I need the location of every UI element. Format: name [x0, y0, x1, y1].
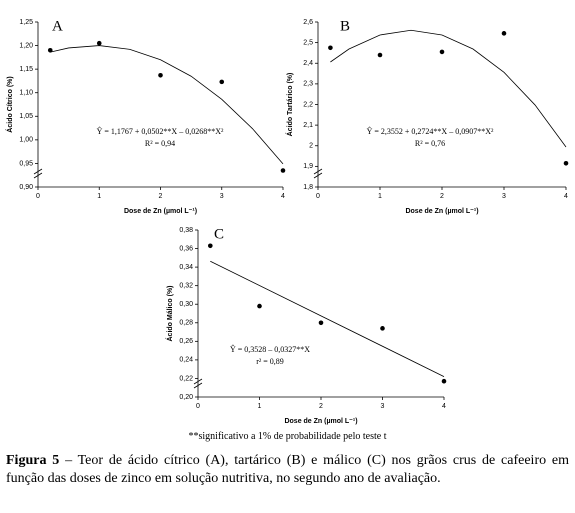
y-tick-label: 1,8 [303, 184, 313, 191]
panel-letter: C [214, 226, 224, 242]
y-tick-label: 1,15 [19, 66, 33, 73]
y-tick-label: 0,22 [179, 375, 193, 382]
axis-break [313, 168, 323, 179]
x-tick-label: 4 [281, 193, 285, 200]
y-tick-label: 1,9 [303, 163, 313, 170]
y-axis-label: Ácido Málico (%) [165, 285, 174, 341]
data-point [380, 326, 385, 331]
data-point [439, 49, 445, 55]
data-point [219, 79, 225, 85]
equation: Ŷ = 0,3528 – 0,0327**X [230, 344, 310, 354]
y-tick-label: 2,3 [303, 81, 313, 88]
data-point [96, 40, 102, 46]
x-axis-label: Dose de Zn (µmol L⁻¹) [405, 208, 478, 215]
axis-break [33, 168, 43, 179]
footnote: **significativo a 1% de probabilidade pe… [188, 431, 387, 442]
x-tick-label: 2 [319, 403, 323, 410]
x-axis-label: Dose de Zn (µmol L⁻¹) [284, 418, 357, 425]
y-tick-label: 2,5 [303, 39, 313, 46]
y-tick-label: 0,32 [179, 283, 193, 290]
figure: 0,90 0,95 1,00 1,05 1,10 1,15 1,20 1,25 0 1 2 3 4 Dos… [5, 18, 569, 425]
data-point [377, 52, 383, 58]
x-tick-label: 4 [442, 403, 446, 410]
y-tick-label: 1,10 [19, 90, 33, 97]
x-tick-label: 3 [381, 403, 385, 410]
y-tick-label: 1,00 [19, 137, 33, 144]
y-tick-label: 1,20 [19, 42, 33, 49]
r-squared: r² = 0,89 [256, 357, 284, 366]
y-tick-label: 0,90 [19, 184, 33, 191]
y-tick-label: 0,34 [179, 264, 193, 271]
data-point [318, 320, 324, 326]
x-tick-label: 2 [159, 193, 163, 200]
y-tick-label: 2,2 [303, 101, 313, 108]
data-point [441, 378, 447, 384]
equation: Ŷ = 1,1767 + 0,0502**X – 0,0268**X² [97, 126, 224, 136]
x-tick-label: 2 [440, 193, 444, 200]
caption-text: – Teor de ácido cítrico (A), tartárico (… [6, 453, 570, 486]
y-tick-label: 0,38 [179, 227, 193, 234]
data-point [280, 168, 286, 173]
data-point [47, 47, 53, 53]
x-tick-label: 0 [316, 193, 320, 200]
fit-curve [330, 29, 567, 148]
data-point [328, 45, 333, 51]
y-tick-label: 0,28 [179, 320, 193, 327]
equation: Ŷ = 2,3552 + 0,2724**X – 0,0907**X² [367, 126, 494, 136]
panel-letter: A [52, 18, 63, 34]
data-point [208, 243, 213, 249]
y-tick-label: 0,36 [179, 245, 193, 252]
data-point [501, 31, 507, 36]
data-point [563, 160, 569, 166]
r-squared: R² = 0,94 [145, 139, 175, 148]
y-tick-label: 0,26 [179, 338, 193, 345]
caption-label: Figura 5 [6, 453, 60, 468]
y-tick-label: 2,1 [303, 122, 313, 129]
y-axis-label: Ácido Tartárico (%) [285, 73, 294, 137]
y-tick-label: 2,4 [303, 60, 313, 67]
axis-break [193, 378, 203, 389]
y-tick-label: 2 [309, 143, 313, 150]
y-axis-label: Ácido Cítrico (%) [5, 76, 14, 132]
x-axis-label: Dose de Zn (µmol L⁻¹) [124, 208, 197, 215]
data-point [257, 303, 262, 309]
x-tick-label: 0 [36, 193, 40, 200]
fit-curve [210, 260, 445, 377]
y-tick-label: 2,6 [303, 19, 313, 26]
y-tick-label: 0,24 [179, 357, 193, 364]
y-tick-label: 0,95 [19, 160, 33, 167]
x-tick-label: 4 [564, 193, 568, 200]
x-tick-label: 1 [258, 403, 262, 410]
panel-letter: B [340, 18, 350, 34]
y-tick-label: 1,05 [19, 113, 33, 120]
fit-curve [50, 45, 284, 165]
y-tick-label: 0,30 [179, 301, 193, 308]
x-tick-label: 0 [196, 403, 200, 410]
y-tick-label: 0,20 [179, 394, 193, 401]
data-point [158, 72, 163, 78]
x-tick-label: 3 [502, 193, 506, 200]
y-tick-label: 1,25 [19, 19, 33, 26]
r-squared: R² = 0,76 [415, 139, 445, 148]
caption: Figura 5 – Teor de ácido cítrico (A), ta… [6, 452, 569, 488]
x-tick-label: 3 [220, 193, 224, 200]
x-tick-label: 1 [97, 193, 101, 200]
x-tick-label: 1 [378, 193, 382, 200]
